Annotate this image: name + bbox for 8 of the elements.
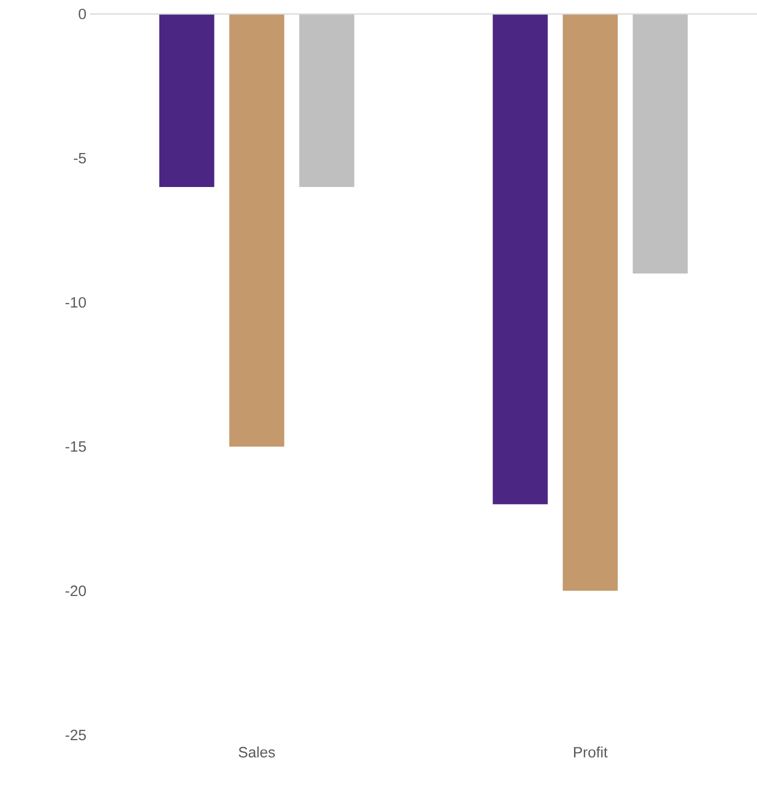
y-tick-label: -20	[66, 586, 86, 596]
x-tick-label: Sales	[238, 746, 275, 758]
y-tick-label: -10	[66, 297, 86, 308]
y-tick-label: -5	[74, 152, 86, 164]
y-tick-label: 0	[78, 8, 86, 20]
x-tick-label: Profit	[574, 746, 608, 758]
y-tick-label: -15	[66, 441, 86, 452]
y-tick-label: -25	[66, 730, 86, 740]
